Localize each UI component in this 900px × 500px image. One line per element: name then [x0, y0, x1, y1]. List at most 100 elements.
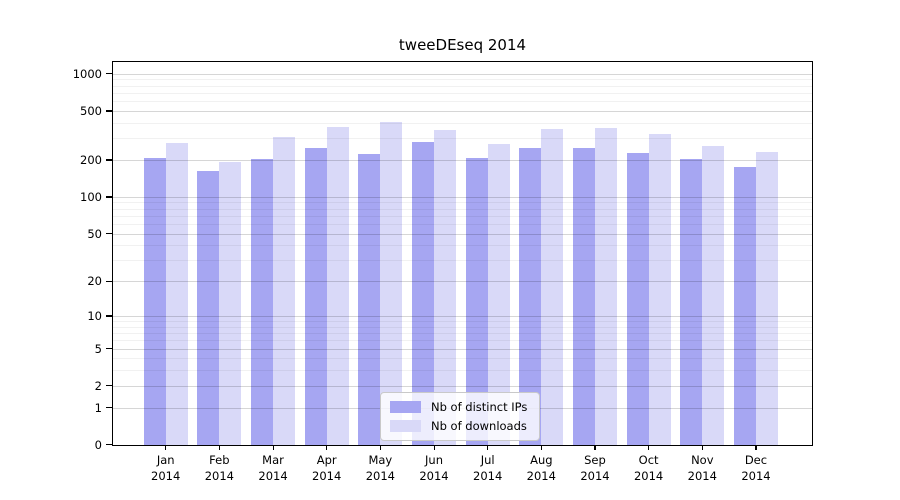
y-tick-mark-100 [106, 196, 112, 198]
gridline-200 [113, 159, 812, 161]
gridline-minor-8 [113, 326, 812, 328]
y-tick-label-2: 2 [94, 378, 102, 393]
bar-downloads-oct [648, 134, 671, 445]
y-tick-label-1: 1 [94, 400, 102, 415]
gridline-50 [113, 233, 812, 235]
bar-downloads-jun [434, 130, 456, 445]
gridline-minor-7 [113, 333, 812, 335]
x-tick-label-may: May 2014 [365, 453, 395, 483]
y-tick-label-200: 200 [80, 152, 102, 167]
gridline-minor-80 [113, 208, 812, 210]
bar-distinct-ips-sep [572, 147, 595, 445]
bar-downloads-may [380, 121, 403, 445]
bar-downloads-nov [702, 145, 725, 445]
bar-distinct-ips-may [358, 153, 381, 445]
y-tick-mark-1000 [106, 73, 112, 75]
y-tick-label-500: 500 [80, 103, 102, 118]
x-tick-label-nov: Nov 2014 [687, 453, 717, 483]
x-tick-mark-apr [326, 445, 328, 450]
bar-downloads-aug [541, 129, 564, 445]
legend-label-distinct-ips: Nb of distinct IPs [431, 400, 528, 414]
gridline-20 [113, 281, 812, 283]
gridline-minor-4 [113, 358, 812, 360]
plot-area: Nb of distinct IPs Nb of downloads [112, 61, 813, 446]
y-tick-mark-500 [106, 110, 112, 112]
bar-downloads-jan [165, 142, 188, 445]
bar-downloads-sep [594, 128, 617, 445]
gridline-minor-30 [113, 260, 812, 262]
legend-swatch-distinct-ips [390, 401, 421, 413]
bar-downloads-mar [273, 136, 296, 445]
y-tick-label-1000: 1000 [72, 66, 102, 81]
y-tick-label-5: 5 [94, 341, 102, 356]
y-tick-label-50: 50 [87, 226, 102, 241]
y-tick-mark-10 [106, 315, 112, 317]
legend-item-distinct-ips: Nb of distinct IPs [390, 400, 527, 414]
legend: Nb of distinct IPs Nb of downloads [380, 392, 541, 441]
x-tick-mark-aug [540, 445, 542, 450]
gridline-minor-70 [113, 215, 812, 217]
x-tick-label-sep: Sep 2014 [580, 453, 610, 483]
bar-distinct-ips-oct [626, 152, 649, 445]
gridline-500 [113, 110, 812, 112]
x-tick-label-jun: Jun 2014 [419, 453, 449, 483]
legend-swatch-downloads [390, 420, 421, 432]
gridline-minor-9 [113, 321, 812, 323]
bar-downloads-jul [487, 144, 510, 445]
gridline-minor-600 [113, 101, 812, 103]
x-tick-label-aug: Aug 2014 [526, 453, 556, 483]
gridline-minor-6 [113, 340, 812, 342]
legend-label-downloads: Nb of downloads [431, 419, 527, 433]
gridline-minor-900 [113, 79, 812, 81]
chart-title: tweeDEseq 2014 [398, 36, 527, 54]
x-tick-mark-oct [648, 445, 650, 450]
bar-distinct-ips-dec [733, 166, 756, 445]
bar-distinct-ips-apr [304, 147, 327, 445]
y-tick-label-20: 20 [87, 274, 102, 289]
x-tick-mark-jul [487, 445, 489, 450]
gridline-5 [113, 348, 812, 350]
x-tick-label-mar: Mar 2014 [258, 453, 288, 483]
bar-distinct-ips-mar [251, 159, 274, 445]
gridline-minor-700 [113, 92, 812, 94]
y-tick-label-0: 0 [94, 437, 102, 452]
y-tick-mark-200 [106, 159, 112, 161]
gridline-2 [113, 385, 812, 387]
y-tick-mark-50 [106, 233, 112, 235]
x-tick-mark-may [379, 445, 382, 450]
legend-item-downloads: Nb of downloads [390, 419, 527, 433]
bar-distinct-ips-nov [680, 158, 703, 445]
y-tick-label-100: 100 [80, 189, 102, 204]
x-tick-label-apr: Apr 2014 [312, 453, 342, 483]
gridline-minor-60 [113, 223, 812, 225]
y-tick-mark-1 [106, 407, 112, 409]
y-tick-mark-0 [106, 444, 112, 446]
gridline-minor-400 [113, 122, 812, 124]
gridline-minor-800 [113, 85, 812, 87]
x-tick-mark-jun [433, 445, 435, 450]
y-tick-mark-2 [106, 385, 112, 387]
bar-distinct-ips-jan [143, 158, 166, 445]
gridline-minor-40 [113, 245, 812, 247]
gridline-minor-3 [113, 370, 812, 372]
x-tick-label-dec: Dec 2014 [741, 453, 771, 483]
bar-downloads-dec [755, 152, 778, 445]
gridline-minor-300 [113, 138, 812, 140]
x-tick-label-jan: Jan 2014 [151, 453, 181, 483]
x-tick-mark-nov [701, 445, 703, 450]
x-tick-mark-sep [594, 445, 596, 450]
bar-distinct-ips-aug [519, 148, 542, 445]
y-tick-mark-5 [106, 348, 112, 350]
x-tick-mark-jan [165, 445, 167, 450]
gridline-1000 [113, 73, 812, 75]
bar-distinct-ips-feb [197, 170, 220, 445]
bar-downloads-feb [219, 161, 242, 445]
bar-distinct-ips-jun [412, 142, 434, 445]
x-tick-mark-dec [755, 445, 757, 450]
x-tick-label-jul: Jul 2014 [473, 453, 503, 483]
x-tick-mark-feb [218, 445, 221, 450]
bar-distinct-ips-jul [465, 158, 488, 445]
x-tick-label-feb: Feb 2014 [204, 453, 234, 483]
gridline-100 [113, 196, 812, 198]
